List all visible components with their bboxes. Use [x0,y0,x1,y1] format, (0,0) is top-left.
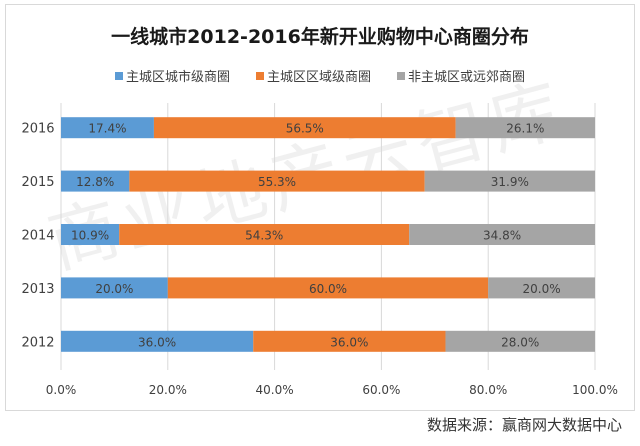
legend-label: 主城区城市级商圈 [125,70,230,85]
x-tick-label: 40.0% [256,383,294,397]
data-label: 17.4% [88,122,126,136]
data-label: 60.0% [309,282,347,296]
bar-segment [409,224,595,245]
data-label: 54.3% [245,229,283,243]
bar-segment [253,330,446,352]
bar-segment [129,170,425,192]
bar-segment [153,117,456,139]
y-tick-label: 2013 [21,282,54,297]
bar-segment [167,277,489,299]
bar-segment [424,170,595,192]
bar-segment [61,330,254,352]
data-label: 28.0% [501,335,539,349]
legend-swatch [255,71,264,80]
legend-swatch [114,71,123,80]
x-tick-label: 0.0% [46,383,77,397]
y-tick-label: 2014 [21,229,54,244]
chart-title: 一线城市2012-2016年新开业购物中心商圈分布 [111,26,529,48]
data-label: 56.5% [286,122,324,136]
legend-label: 非主城区或远郊商圈 [408,70,526,85]
bar-segment [61,117,154,139]
legend-item: 主城区城市级商圈 [114,66,230,85]
bar-segment [488,277,595,299]
y-tick-label: 2012 [21,335,54,350]
bar-segment [455,117,595,139]
bar-segment [61,277,168,299]
y-tick-label: 2015 [21,175,54,190]
legend-item: 非主城区或远郊商圈 [397,66,525,85]
data-label: 26.1% [506,122,544,136]
x-tick-label: 100.0% [572,383,618,397]
legend-swatch [397,71,405,80]
source-note: 数据来源：赢商网大数据中心 [426,416,622,434]
y-tick-label: 2016 [21,122,54,137]
data-label: 36.0% [330,335,368,349]
legend: 主城区城市级商圈 主城区区域级商圈 非主城区或远郊商圈 [0,66,640,85]
data-label: 34.8% [483,229,521,243]
data-label: 55.3% [258,175,296,189]
data-label: 36.0% [138,335,176,349]
legend-label: 主城区区域级商圈 [266,70,371,85]
data-label: 12.8% [76,175,114,189]
x-tick-label: 20.0% [149,383,187,397]
data-label: 20.0% [523,282,561,296]
data-label: 20.0% [95,282,133,296]
bar-segment [61,224,120,245]
data-label: 10.9% [71,229,109,243]
data-label: 31.9% [491,175,529,189]
bar-segment [445,330,595,352]
legend-item: 主城区区域级商圈 [255,66,371,85]
x-tick-label: 80.0% [469,383,507,397]
bar-segment [61,170,130,192]
bar-segment [119,224,410,245]
x-tick-label: 60.0% [362,383,400,397]
